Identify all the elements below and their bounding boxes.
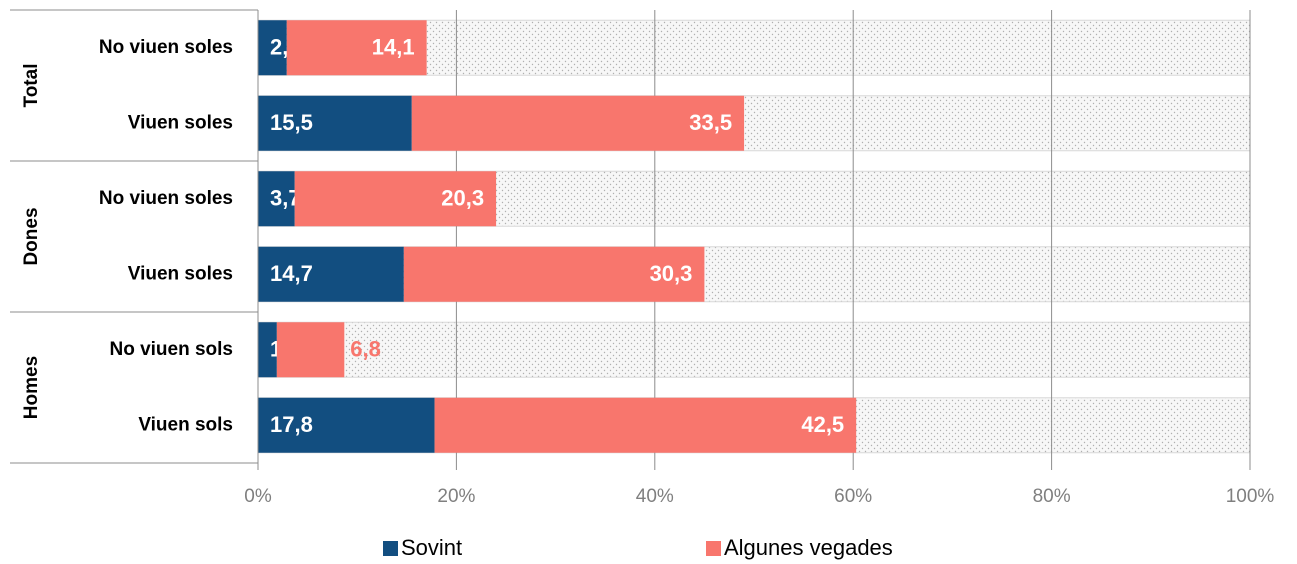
bar xyxy=(286,20,427,76)
legend-label: Sovint xyxy=(401,535,462,560)
x-tick-label: 100% xyxy=(1226,486,1275,507)
category-label: No viuen soles xyxy=(99,188,233,209)
data-label: 17,8 xyxy=(270,412,313,437)
x-tick-label: 60% xyxy=(834,486,872,507)
data-label: 30,3 xyxy=(650,261,693,286)
category-label: Viuen soles xyxy=(128,263,233,284)
group-label: Homes xyxy=(21,356,42,419)
data-label: 14,1 xyxy=(372,35,415,60)
bar xyxy=(434,397,857,453)
data-label: 20,3 xyxy=(441,186,484,211)
bar xyxy=(403,246,705,302)
bar xyxy=(411,95,745,151)
data-label: 6,8 xyxy=(350,337,381,362)
bar xyxy=(276,322,345,378)
bar xyxy=(258,171,295,227)
bar-background xyxy=(257,321,1251,378)
bar xyxy=(258,397,435,453)
category-label: No viuen sols xyxy=(109,339,233,360)
category-label: Viuen sols xyxy=(138,414,233,435)
data-label: 15,5 xyxy=(270,110,313,135)
bar xyxy=(258,20,287,76)
legend-label: Algunes vegades xyxy=(724,535,893,560)
data-label: 42,5 xyxy=(801,412,844,437)
bar xyxy=(258,246,404,302)
x-tick-label: 80% xyxy=(1033,486,1071,507)
data-label: 14,7 xyxy=(270,261,313,286)
legend-swatch xyxy=(706,541,721,556)
x-tick-label: 40% xyxy=(636,486,674,507)
legend-swatch xyxy=(383,541,398,556)
bar xyxy=(258,322,277,378)
category-label: No viuen soles xyxy=(99,37,233,58)
group-label: Dones xyxy=(21,207,42,265)
bar xyxy=(258,95,412,151)
data-label: 33,5 xyxy=(689,110,732,135)
group-label: Total xyxy=(21,64,42,108)
x-tick-label: 0% xyxy=(244,486,272,507)
category-label: Viuen soles xyxy=(128,112,233,133)
bar xyxy=(294,171,497,227)
x-tick-label: 20% xyxy=(437,486,475,507)
